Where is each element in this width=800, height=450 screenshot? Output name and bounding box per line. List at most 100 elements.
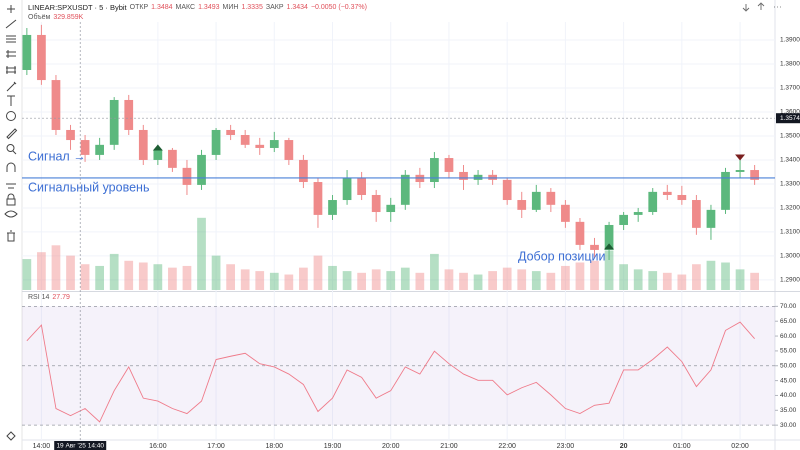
zoom-tool[interactable] xyxy=(6,144,15,152)
pattern-tool[interactable] xyxy=(6,50,16,58)
candle-body xyxy=(124,99,134,130)
volume-bar xyxy=(648,271,658,290)
candle-body xyxy=(80,140,90,155)
x-tick-label: 14:00 xyxy=(33,443,51,450)
x-tick-label: 01:00 xyxy=(673,443,691,450)
candle-body xyxy=(66,129,75,141)
ruler-tool[interactable] xyxy=(6,128,18,140)
overlay-layer: 1.3574 19 Авг '25 14:40 Сигнал → Сигнальный… xyxy=(22,22,800,450)
volume-bar xyxy=(269,272,279,290)
candle-body xyxy=(182,167,192,185)
ohlc-label: ОТКР xyxy=(129,4,149,11)
visibility-tool[interactable] xyxy=(4,210,18,218)
scroll-down-button[interactable] xyxy=(742,4,750,12)
volume-bar xyxy=(299,267,308,290)
volume-bar xyxy=(619,264,628,290)
volume-bar xyxy=(502,267,512,290)
candle-body xyxy=(721,171,730,210)
lock-tool-shackle xyxy=(7,193,15,199)
volume-bar xyxy=(561,265,570,290)
volume-bar xyxy=(226,264,235,290)
rsi-tick-label: 65.00 xyxy=(780,318,797,325)
candle-body xyxy=(662,191,672,195)
candle-body xyxy=(633,212,643,215)
volume-bar xyxy=(430,253,439,290)
volume-bar xyxy=(400,267,410,290)
candle-body xyxy=(575,221,585,245)
rsi-line xyxy=(26,321,755,423)
volume-bar xyxy=(66,255,75,290)
rsi-tick-label: 40.00 xyxy=(780,392,797,399)
candle-body xyxy=(619,214,628,225)
y-tick-label: 1.2900 xyxy=(780,277,800,284)
y-tick-label: 1.3300 xyxy=(780,181,800,188)
volume-bar xyxy=(517,269,527,290)
y-tick-label: 1.3600 xyxy=(780,109,800,116)
brush-tool[interactable] xyxy=(6,81,17,92)
candle-body xyxy=(109,99,119,145)
volume-bar xyxy=(51,245,61,290)
scroll-up-button[interactable] xyxy=(757,2,765,10)
grid-layer: 14:00 16:00 17:00 18:00 19:00 20:00 21:00 22:00… xyxy=(22,0,800,450)
toolbar xyxy=(4,0,23,450)
magnet-tool[interactable] xyxy=(6,162,16,172)
volume-bar xyxy=(371,269,381,290)
candle-body xyxy=(371,194,381,213)
candle-body xyxy=(37,34,46,81)
candle-body xyxy=(502,179,512,201)
volume-bar xyxy=(342,271,352,290)
candle-body xyxy=(677,194,687,201)
x-tick-label: 23:00 xyxy=(557,443,575,450)
y-tick-label: 1.3900 xyxy=(780,37,800,44)
candle-body xyxy=(692,200,701,228)
volume-bar xyxy=(750,272,759,290)
volume-bar xyxy=(546,272,556,290)
forecast-tool[interactable] xyxy=(6,66,16,74)
candle-body xyxy=(706,209,716,228)
emoji-tool[interactable] xyxy=(6,111,16,121)
volume-bar xyxy=(444,269,454,290)
change-value: −0.0050 (−0.37%) xyxy=(310,4,367,11)
candle-body xyxy=(430,158,439,183)
y-tick-label: 1.3500 xyxy=(780,133,800,140)
volume-bar xyxy=(168,267,177,290)
trendline-tool[interactable] xyxy=(5,19,17,29)
annotation: Добор позиции xyxy=(518,249,606,263)
volume-bar xyxy=(313,255,323,290)
candle-body xyxy=(284,140,294,160)
volume-bar xyxy=(531,271,541,290)
volume-bar xyxy=(721,262,730,290)
lock-draw-tool[interactable] xyxy=(6,183,16,189)
volume-bar xyxy=(662,272,672,290)
volume-bar xyxy=(706,260,716,290)
signal-marker xyxy=(604,243,615,250)
crosshair-tool[interactable] xyxy=(7,5,15,13)
y-tick-label: 1.3400 xyxy=(780,157,800,164)
volume-bar xyxy=(80,264,90,290)
layers-button[interactable] xyxy=(6,431,16,441)
rsi-band xyxy=(22,306,775,426)
volume-bar xyxy=(459,272,468,290)
candle-body xyxy=(648,191,658,213)
fib-tool[interactable] xyxy=(6,35,16,43)
candle-body xyxy=(197,154,206,185)
volume-bar xyxy=(677,274,687,290)
volume-bar xyxy=(357,272,366,290)
volume-bar xyxy=(284,274,294,290)
volume-bar xyxy=(37,252,46,290)
crosshair-time-box xyxy=(54,441,107,450)
remove-tool[interactable] xyxy=(7,230,15,242)
volume-bar xyxy=(138,262,148,290)
signal-marker xyxy=(735,154,746,161)
ohlc-label: ЗАКР xyxy=(265,4,284,11)
rsi-legend: RSI 14 27.79 xyxy=(28,294,70,301)
rsi-tick-label: 30.00 xyxy=(780,422,797,429)
text-tool[interactable] xyxy=(7,95,15,106)
x-tick-label: 22:00 xyxy=(498,443,516,450)
lock-tool[interactable] xyxy=(6,198,16,206)
candle-body xyxy=(269,140,279,148)
candle-body xyxy=(444,158,454,172)
